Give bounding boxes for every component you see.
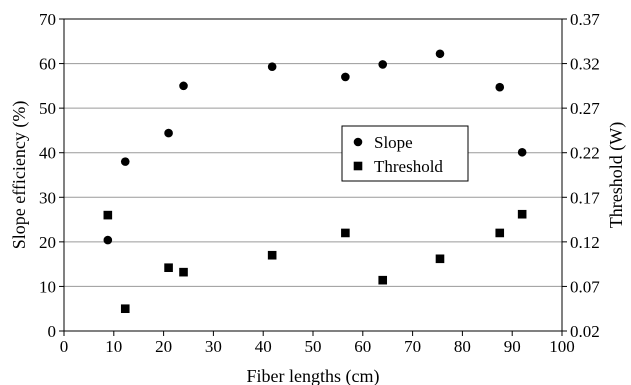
slope-point	[341, 72, 350, 82]
data-points	[103, 49, 527, 314]
y-tick-label: 30	[39, 188, 56, 207]
x-axis-title: Fiber lengths (cm)	[247, 366, 380, 385]
threshold-point	[120, 304, 130, 314]
y2-tick-label: 0.17	[570, 188, 600, 207]
x-tick-label: 30	[205, 337, 222, 356]
x-tick-label: 70	[404, 337, 421, 356]
threshold-point	[164, 263, 173, 273]
ticks	[59, 18, 567, 336]
legend-label-slope: Slope	[374, 133, 413, 152]
legend-label-threshold: Threshold	[374, 157, 443, 176]
y-tick-label: 0	[48, 322, 57, 341]
x-tick-label: 10	[105, 337, 122, 356]
threshold-point	[378, 275, 388, 285]
threshold-point	[517, 209, 527, 219]
y2-tick-label: 0.07	[570, 277, 600, 296]
x-tick-label: 100	[549, 337, 575, 356]
slope-point	[435, 49, 445, 59]
slope-point	[103, 235, 113, 245]
x-tick-label: 80	[454, 337, 471, 356]
y-tick-label: 50	[39, 99, 56, 118]
threshold-point	[495, 228, 505, 238]
y2-tick-label: 0.22	[570, 144, 600, 163]
slope-point	[120, 157, 130, 166]
y-tick-label: 40	[39, 144, 56, 163]
threshold-point	[179, 267, 188, 277]
y-axis-title: Slope efficiency (%)	[9, 101, 30, 250]
x-tick-label: 20	[155, 337, 172, 356]
y2-tick-label: 0.02	[570, 322, 600, 341]
y2-tick-label: 0.27	[570, 99, 600, 118]
threshold-point	[435, 254, 445, 264]
y-tick-label: 60	[39, 55, 56, 74]
slope-point	[164, 128, 173, 138]
legend-box	[341, 125, 469, 182]
y-tick-label: 70	[39, 10, 56, 29]
y2-tick-label: 0.32	[570, 55, 600, 74]
threshold-point	[341, 228, 350, 238]
x-tick-label: 90	[504, 337, 521, 356]
y-tick-labels: 0 10 20 30 40 50 60 70	[39, 10, 56, 341]
threshold-point	[103, 210, 113, 220]
y2-tick-label: 0.37	[570, 10, 600, 29]
x-tick-label: 40	[255, 337, 272, 356]
x-tick-label: 50	[305, 337, 322, 356]
y-tick-label: 20	[39, 233, 56, 252]
slope-point	[179, 81, 188, 91]
legend-marker-threshold	[353, 161, 363, 171]
slope-point	[517, 147, 527, 157]
slope-point	[378, 60, 388, 69]
y2-tick-labels: 0.02 0.07 0.12 0.17 0.22 0.27 0.32 0.37	[570, 10, 600, 341]
y2-axis-title: Threshold (W)	[606, 122, 627, 228]
x-tick-labels: 0 10 20 30 40 50 60 70 80 90 100	[60, 337, 575, 356]
x-tick-label: 0	[60, 337, 69, 356]
plot-frame	[63, 18, 563, 332]
threshold-point	[267, 250, 277, 260]
y2-tick-label: 0.12	[570, 233, 600, 252]
legend: Slope Threshold	[341, 125, 469, 182]
legend-marker-slope	[353, 137, 363, 147]
slope-point	[495, 82, 505, 92]
y-tick-label: 10	[39, 277, 56, 296]
x-tick-label: 60	[354, 337, 371, 356]
slope-point	[267, 62, 277, 71]
grid-lines	[64, 63, 562, 287]
